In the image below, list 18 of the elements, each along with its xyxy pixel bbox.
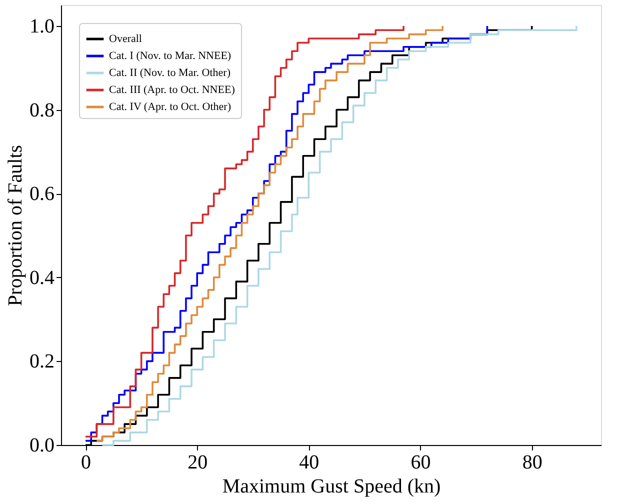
x-tick-label: 20 — [188, 452, 208, 474]
y-tick-label: 0.0 — [30, 434, 54, 456]
y-tick-label: 0.8 — [30, 99, 54, 122]
y-tick-label: 0.4 — [30, 266, 54, 289]
x-tick-label: 40 — [299, 452, 320, 474]
y-tick-label: 0.6 — [30, 183, 54, 206]
legend-label: Cat. I (Nov. to Mar. NNEE) — [109, 50, 232, 62]
y-tick-label: 0.2 — [30, 350, 54, 373]
y-tick-label: 1.0 — [30, 15, 54, 38]
legend-label: Cat. III (Apr. to Oct. NNEE) — [109, 84, 236, 96]
x-axis-title: Maximum Gust Speed (kn) — [222, 476, 441, 498]
legend-label: Overall — [109, 33, 142, 45]
legend-label: Cat. IV (Apr. to Oct. Other) — [109, 101, 232, 113]
y-axis-title: Proportion of Faults — [4, 144, 26, 306]
x-tick-label: 60 — [410, 452, 431, 474]
x-tick-label: 80 — [522, 452, 542, 474]
x-tick-label: 0 — [81, 452, 92, 474]
legend-label: Cat. II (Nov. to Mar. Other) — [109, 67, 231, 79]
